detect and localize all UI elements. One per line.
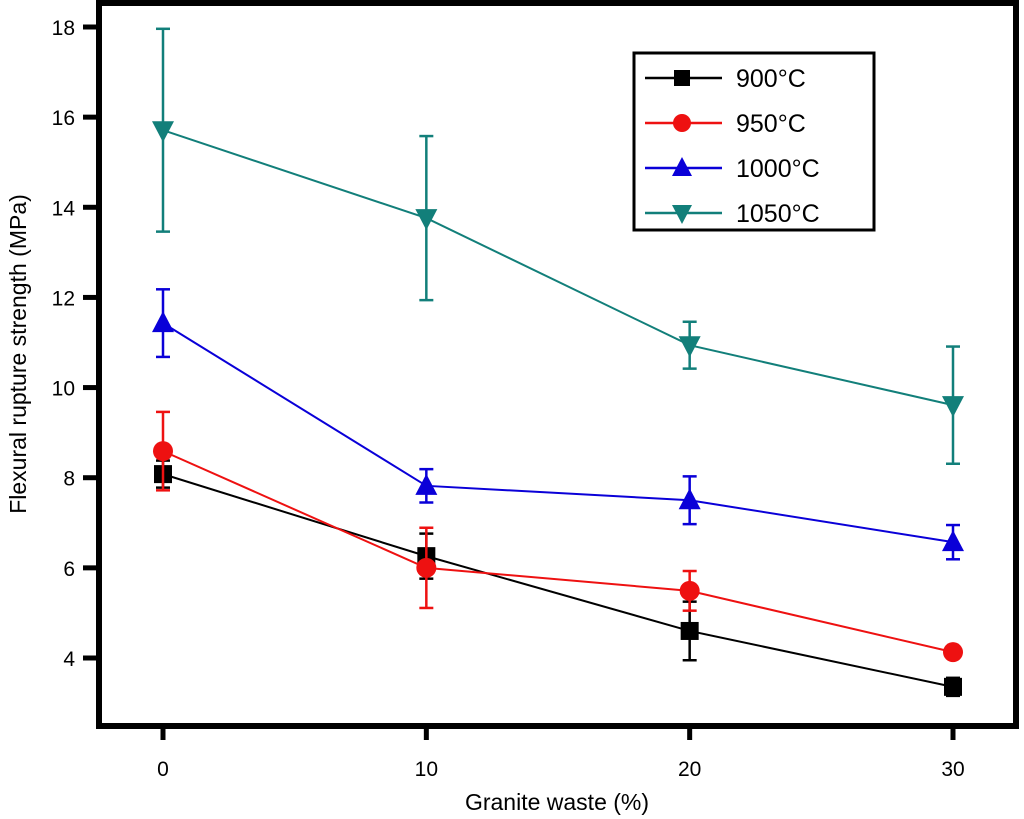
legend-label: 1050°C [736, 200, 820, 228]
marker-circle [673, 114, 691, 132]
y-axis-title: Flexural rupture strength (MPa) [5, 194, 31, 514]
y-tick-label: 6 [63, 558, 75, 581]
series-1000c [152, 288, 964, 561]
axes: 4 6 8 10 12 14 16 18 0 10 20 30 [52, 17, 965, 781]
legend-label: 900°C [736, 65, 806, 93]
series-layer [152, 27, 964, 698]
x-tick-label: 20 [678, 758, 701, 781]
series-950c [153, 410, 963, 663]
legend-item: 900°C [645, 65, 806, 93]
legend-item: 1000°C [645, 155, 820, 183]
marker-triangle-down [942, 396, 964, 418]
legend-item: 1050°C [645, 200, 820, 228]
y-tick-label: 8 [63, 468, 75, 491]
legend: 900°C 950°C 1000°C 1050°C [632, 51, 876, 232]
y-tick-label: 14 [52, 197, 76, 220]
marker-triangle-up [152, 311, 174, 333]
marker-square [944, 677, 962, 696]
legend-item: 950°C [645, 110, 806, 138]
marker-triangle-up [415, 473, 438, 495]
marker-square [674, 70, 690, 86]
y-tick-label: 16 [52, 107, 75, 130]
x-tick-label: 0 [157, 758, 169, 781]
marker-triangle-down [152, 121, 174, 143]
marker-triangle-down [415, 209, 438, 231]
series-line [162, 322, 954, 544]
marker-triangle-up [942, 530, 964, 552]
x-axis-title: Granite waste (%) [465, 789, 649, 815]
series-line [162, 473, 954, 688]
marker-triangle-down [678, 336, 701, 358]
marker-triangle-down [672, 205, 692, 224]
legend-label: 1000°C [736, 155, 820, 183]
marker-circle [416, 557, 437, 578]
legend-label: 950°C [736, 110, 806, 138]
x-tick-label: 30 [941, 758, 964, 781]
y-tick-label: 12 [52, 287, 75, 310]
series-1050c [152, 27, 964, 465]
marker-square [680, 621, 699, 640]
y-tick-label: 18 [52, 17, 75, 40]
series-line [162, 450, 954, 654]
y-tick-label: 10 [52, 378, 75, 401]
y-tick-label: 4 [63, 648, 75, 671]
marker-triangle-up [672, 157, 692, 176]
marker-circle [943, 642, 963, 663]
marker-circle [153, 441, 173, 462]
marker-circle [679, 580, 700, 601]
series-line [162, 129, 954, 407]
plot-frame [96, 0, 1019, 729]
marker-triangle-up [678, 488, 701, 510]
x-tick-label: 10 [415, 758, 438, 781]
